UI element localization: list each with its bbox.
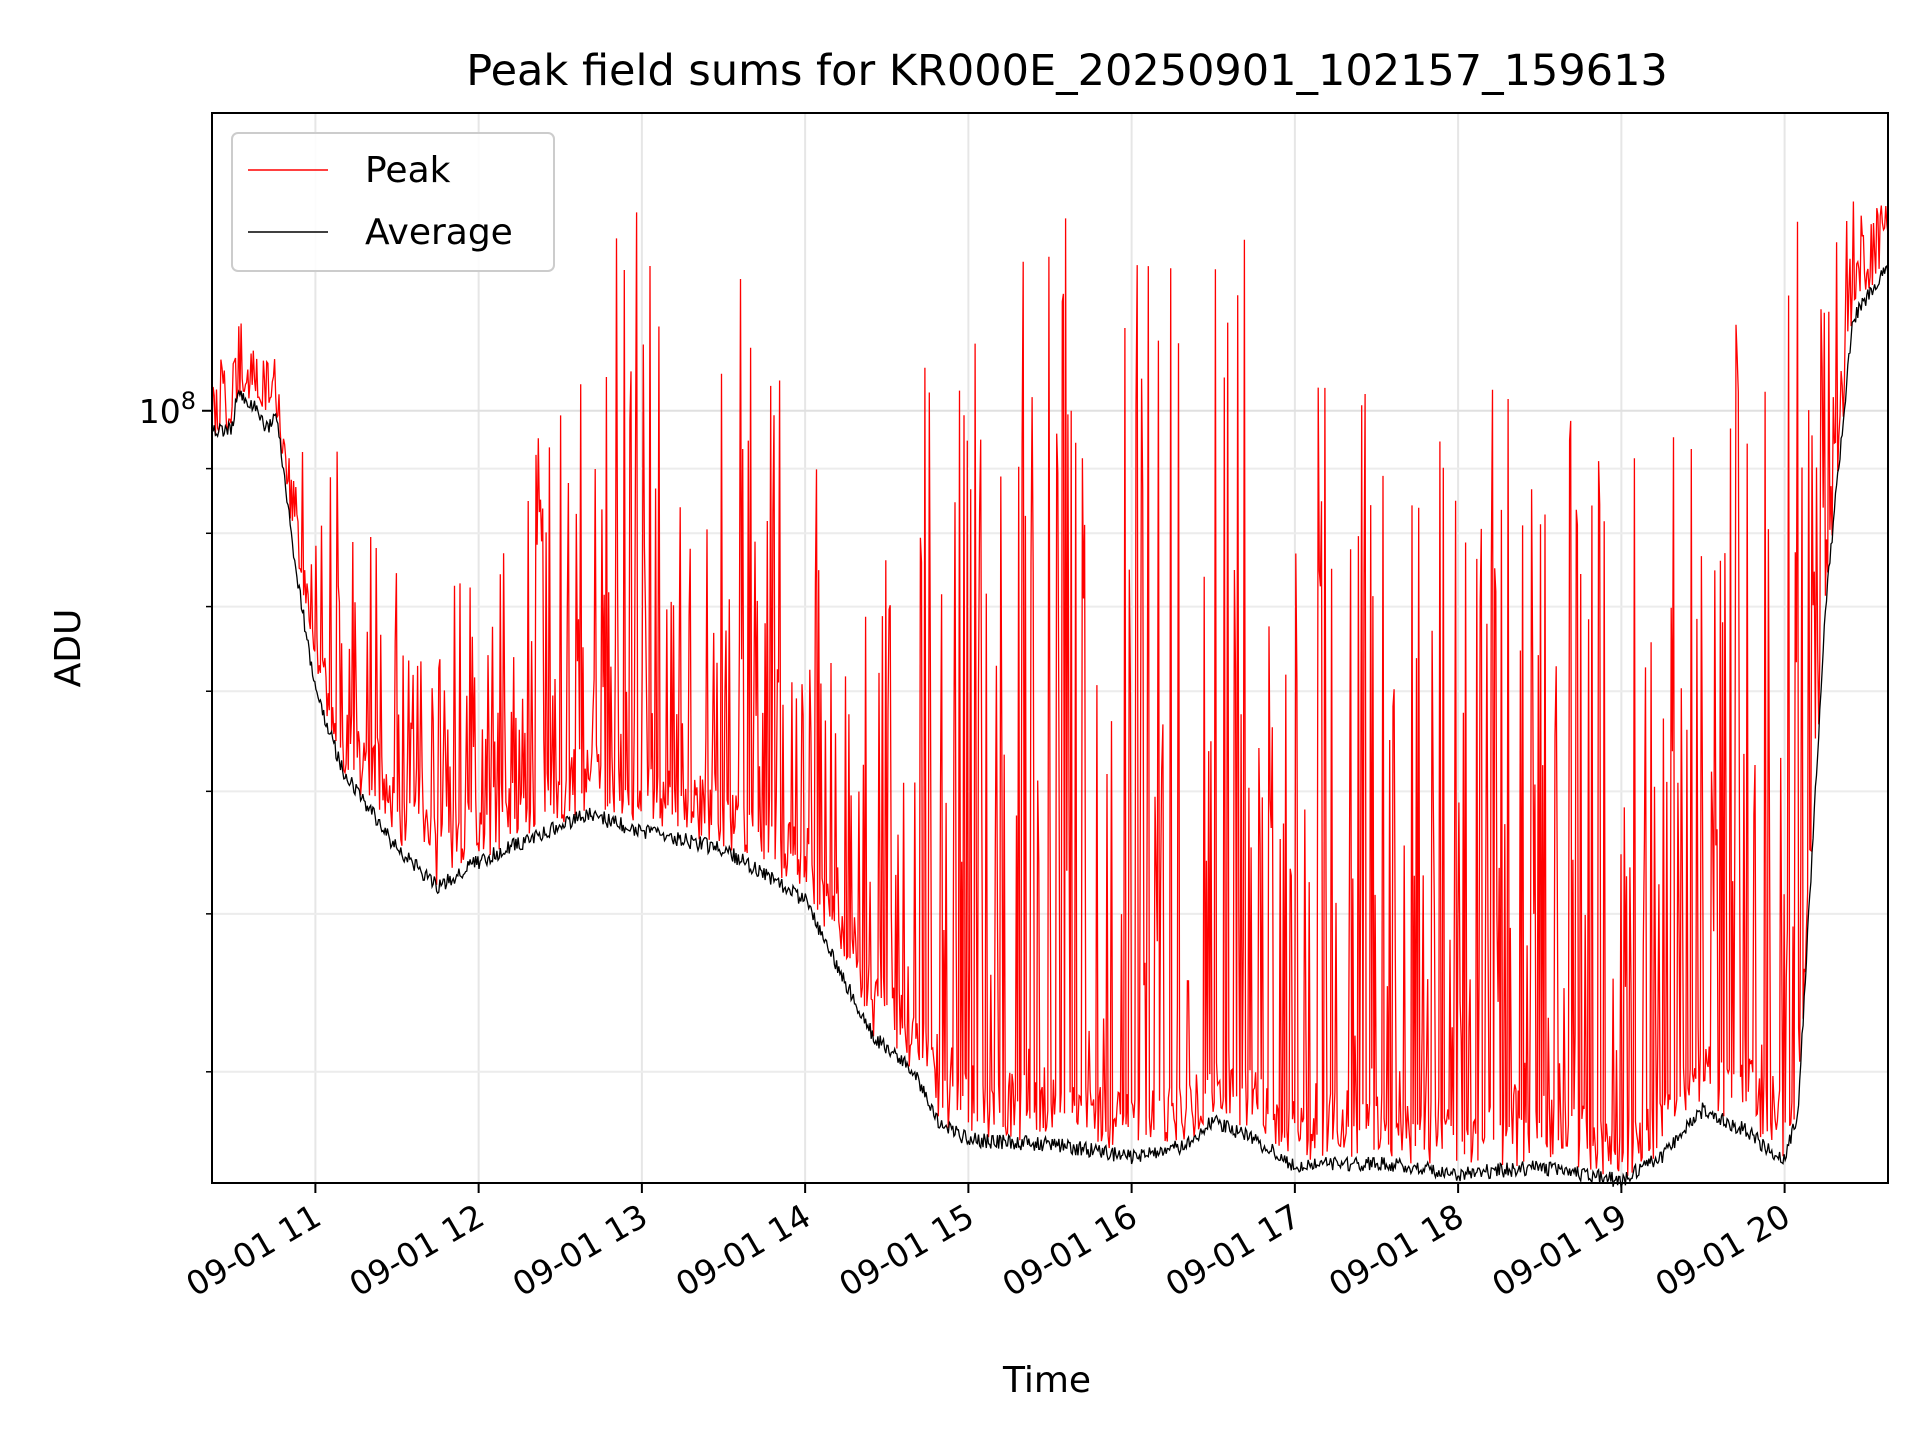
series-average xyxy=(211,264,1889,1190)
x-axis-label: Time xyxy=(1002,1360,1091,1401)
legend-label-peak: Peak xyxy=(365,150,451,191)
y-axis-ticks: 108 xyxy=(139,387,212,1073)
legend-label-average: Average xyxy=(365,212,513,253)
legend-box xyxy=(231,132,555,272)
series-peak xyxy=(211,201,1889,1176)
chart-title: Peak field sums for KR000E_20250901_1021… xyxy=(466,46,1668,96)
plot-area: 09-01 11 09-01 12 09-01 13 09-01 14 09-01 15… xyxy=(139,112,1889,1304)
average-line xyxy=(211,264,1889,1190)
plot-frame xyxy=(211,112,1889,1184)
peak-line xyxy=(211,201,1889,1176)
y-axis-label: ADU xyxy=(48,609,89,688)
y-tick-label: 108 xyxy=(139,387,196,431)
legend: Peak Average xyxy=(231,132,555,272)
